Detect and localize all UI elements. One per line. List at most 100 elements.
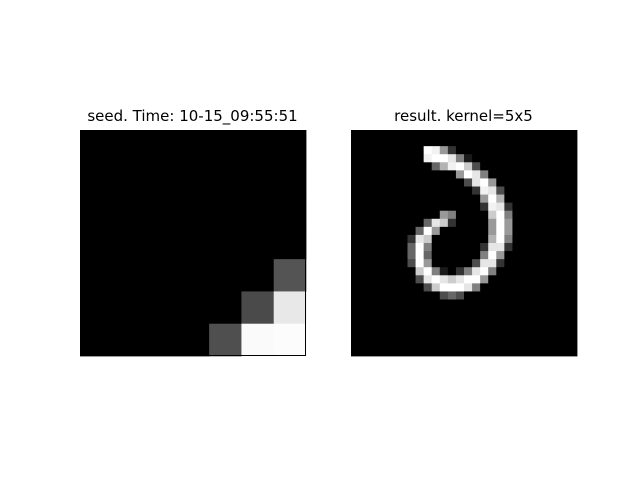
result-cell-r12-c5 <box>391 227 399 235</box>
result-cell-r21-c8 <box>416 300 424 308</box>
result-cell-r8-c16 <box>480 195 488 203</box>
result-cell-r25-c4 <box>383 332 391 340</box>
result-cell-r16-c17 <box>488 259 496 267</box>
result-cell-r25-c26 <box>561 332 569 340</box>
result-cell-r22-c5 <box>391 308 399 316</box>
result-cell-r15-c14 <box>464 251 472 259</box>
result-cell-r18-c21 <box>521 275 529 283</box>
result-cell-r12-c18 <box>496 227 504 235</box>
result-cell-r4-c5 <box>391 162 399 170</box>
seed-cell-r2-c1 <box>112 195 145 228</box>
result-cell-r14-c11 <box>440 243 448 251</box>
result-cell-r14-c26 <box>561 243 569 251</box>
result-cell-r20-c0 <box>351 291 359 299</box>
result-cell-r9-c4 <box>383 203 391 211</box>
result-cell-r20-c18 <box>496 291 504 299</box>
result-cell-r11-c19 <box>504 219 512 227</box>
result-cell-r3-c2 <box>367 154 375 162</box>
result-cell-r10-c23 <box>537 211 545 219</box>
result-cell-r15-c5 <box>391 251 399 259</box>
result-cell-r14-c15 <box>472 243 480 251</box>
seed-cell-r2-c4 <box>209 195 242 228</box>
result-cell-r11-c9 <box>424 219 432 227</box>
result-cell-r23-c14 <box>464 316 472 324</box>
result-cell-r21-c14 <box>464 300 472 308</box>
result-cell-r14-c18 <box>496 243 504 251</box>
result-cell-r8-c20 <box>512 195 520 203</box>
result-cell-r8-c13 <box>456 195 464 203</box>
result-cell-r5-c16 <box>480 170 488 178</box>
result-cell-r24-c5 <box>391 324 399 332</box>
result-cell-r26-c22 <box>529 340 537 348</box>
result-cell-r18-c15 <box>472 275 480 283</box>
result-cell-r0-c1 <box>359 130 367 138</box>
result-cell-r13-c25 <box>553 235 561 243</box>
result-cell-r22-c3 <box>375 308 383 316</box>
result-cell-r23-c25 <box>553 316 561 324</box>
result-cell-r18-c5 <box>391 275 399 283</box>
result-cell-r9-c7 <box>408 203 416 211</box>
result-cell-r12-c20 <box>512 227 520 235</box>
result-cell-r24-c12 <box>448 324 456 332</box>
result-cell-r15-c24 <box>545 251 553 259</box>
result-cell-r4-c25 <box>553 162 561 170</box>
seed-cell-r4-c6 <box>274 259 307 292</box>
result-cell-r5-c23 <box>537 170 545 178</box>
result-cell-r4-c24 <box>545 162 553 170</box>
result-cell-r2-c2 <box>367 146 375 154</box>
result-cell-r11-c0 <box>351 219 359 227</box>
result-cell-r6-c9 <box>424 178 432 186</box>
result-cell-r21-c9 <box>424 300 432 308</box>
result-cell-r14-c21 <box>521 243 529 251</box>
result-cell-r16-c16 <box>480 259 488 267</box>
result-cell-r1-c25 <box>553 138 561 146</box>
result-cell-r1-c6 <box>399 138 407 146</box>
result-cell-r20-c15 <box>472 291 480 299</box>
result-cell-r17-c10 <box>432 267 440 275</box>
result-cell-r13-c11 <box>440 235 448 243</box>
result-cell-r20-c19 <box>504 291 512 299</box>
seed-cell-r2-c3 <box>177 195 210 228</box>
result-cell-r2-c4 <box>383 146 391 154</box>
result-cell-r24-c24 <box>545 324 553 332</box>
result-cell-r16-c13 <box>456 259 464 267</box>
result-cell-r7-c7 <box>408 187 416 195</box>
result-cell-r18-c22 <box>529 275 537 283</box>
result-cell-r25-c16 <box>480 332 488 340</box>
result-cell-r14-c25 <box>553 243 561 251</box>
result-cell-r19-c12 <box>448 283 456 291</box>
result-cell-r24-c7 <box>408 324 416 332</box>
result-cell-r0-c21 <box>521 130 529 138</box>
result-cell-r9-c5 <box>391 203 399 211</box>
result-cell-r24-c14 <box>464 324 472 332</box>
result-cell-r7-c9 <box>424 187 432 195</box>
result-cell-r12-c23 <box>537 227 545 235</box>
result-cell-r8-c4 <box>383 195 391 203</box>
result-cell-r1-c15 <box>472 138 480 146</box>
result-cell-r26-c4 <box>383 340 391 348</box>
result-cell-r11-c2 <box>367 219 375 227</box>
result-cell-r8-c9 <box>424 195 432 203</box>
seed-heatmap <box>80 130 306 356</box>
seed-cell-r0-c2 <box>145 130 178 163</box>
result-cell-r24-c11 <box>440 324 448 332</box>
result-cell-r19-c6 <box>399 283 407 291</box>
result-cell-r24-c9 <box>424 324 432 332</box>
result-cell-r2-c22 <box>529 146 537 154</box>
result-cell-r14-c13 <box>456 243 464 251</box>
seed-cell-r2-c0 <box>80 195 113 228</box>
result-cell-r0-c19 <box>504 130 512 138</box>
result-cell-r1-c9 <box>424 138 432 146</box>
result-cell-r15-c15 <box>472 251 480 259</box>
result-cell-r12-c12 <box>448 227 456 235</box>
result-cell-r15-c13 <box>456 251 464 259</box>
result-cell-r13-c26 <box>561 235 569 243</box>
result-cell-r22-c13 <box>456 308 464 316</box>
result-cell-r7-c1 <box>359 187 367 195</box>
result-cell-r17-c17 <box>488 267 496 275</box>
result-cell-r12-c19 <box>504 227 512 235</box>
result-cell-r11-c11 <box>440 219 448 227</box>
seed-cell-r1-c2 <box>145 162 178 195</box>
result-cell-r3-c21 <box>521 154 529 162</box>
result-cell-r22-c7 <box>408 308 416 316</box>
